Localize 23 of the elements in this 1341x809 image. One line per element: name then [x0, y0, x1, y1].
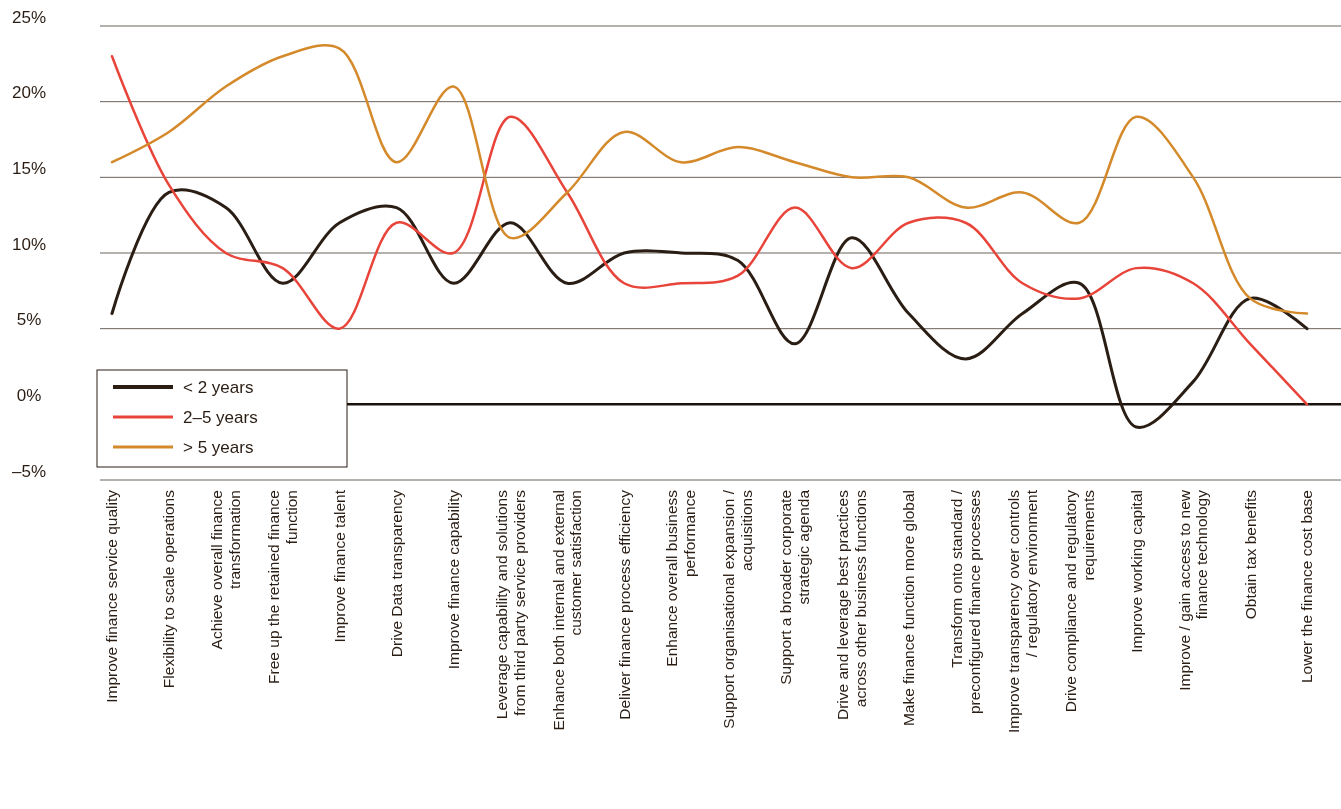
legend-label: > 5 years — [183, 437, 254, 457]
x-tick-label: Deliver finance process efficiency — [615, 489, 633, 720]
legend-label: < 2 years — [183, 377, 254, 397]
y-tick-label: 15% — [11, 158, 47, 178]
x-tick-label: Achieve overall finance transformation — [208, 490, 244, 650]
x-tick-label: Flexibility to scale operations — [160, 489, 178, 689]
x-tick-label: Improve finance capability — [444, 489, 462, 670]
y-tick-label: 10% — [11, 234, 47, 254]
legend-label: 2–5 years — [183, 407, 258, 427]
y-tick-label: 25% — [11, 7, 47, 27]
x-tick-label: Obtain tax benefits — [1241, 489, 1259, 620]
y-tick-label: –5% — [11, 461, 47, 481]
x-tick-label: Enhance overall business performance — [663, 489, 699, 667]
y-tick-label: 5% — [16, 310, 42, 330]
x-tick-label: Drive compliance and regulatory requirements — [1061, 489, 1097, 713]
x-tick-label: Lower the finance cost base — [1298, 490, 1316, 684]
x-tick-label: Improve working capital — [1127, 490, 1145, 653]
x-tick-label: Drive Data transparency — [387, 489, 405, 658]
x-tick-label: Make finance function more global — [900, 490, 918, 727]
x-tick-label: Improve finance talent — [331, 489, 349, 643]
y-tick-label: 20% — [11, 83, 47, 103]
y-tick-label: 0% — [16, 385, 42, 405]
x-tick-label: Improve finance service quality — [103, 489, 121, 703]
